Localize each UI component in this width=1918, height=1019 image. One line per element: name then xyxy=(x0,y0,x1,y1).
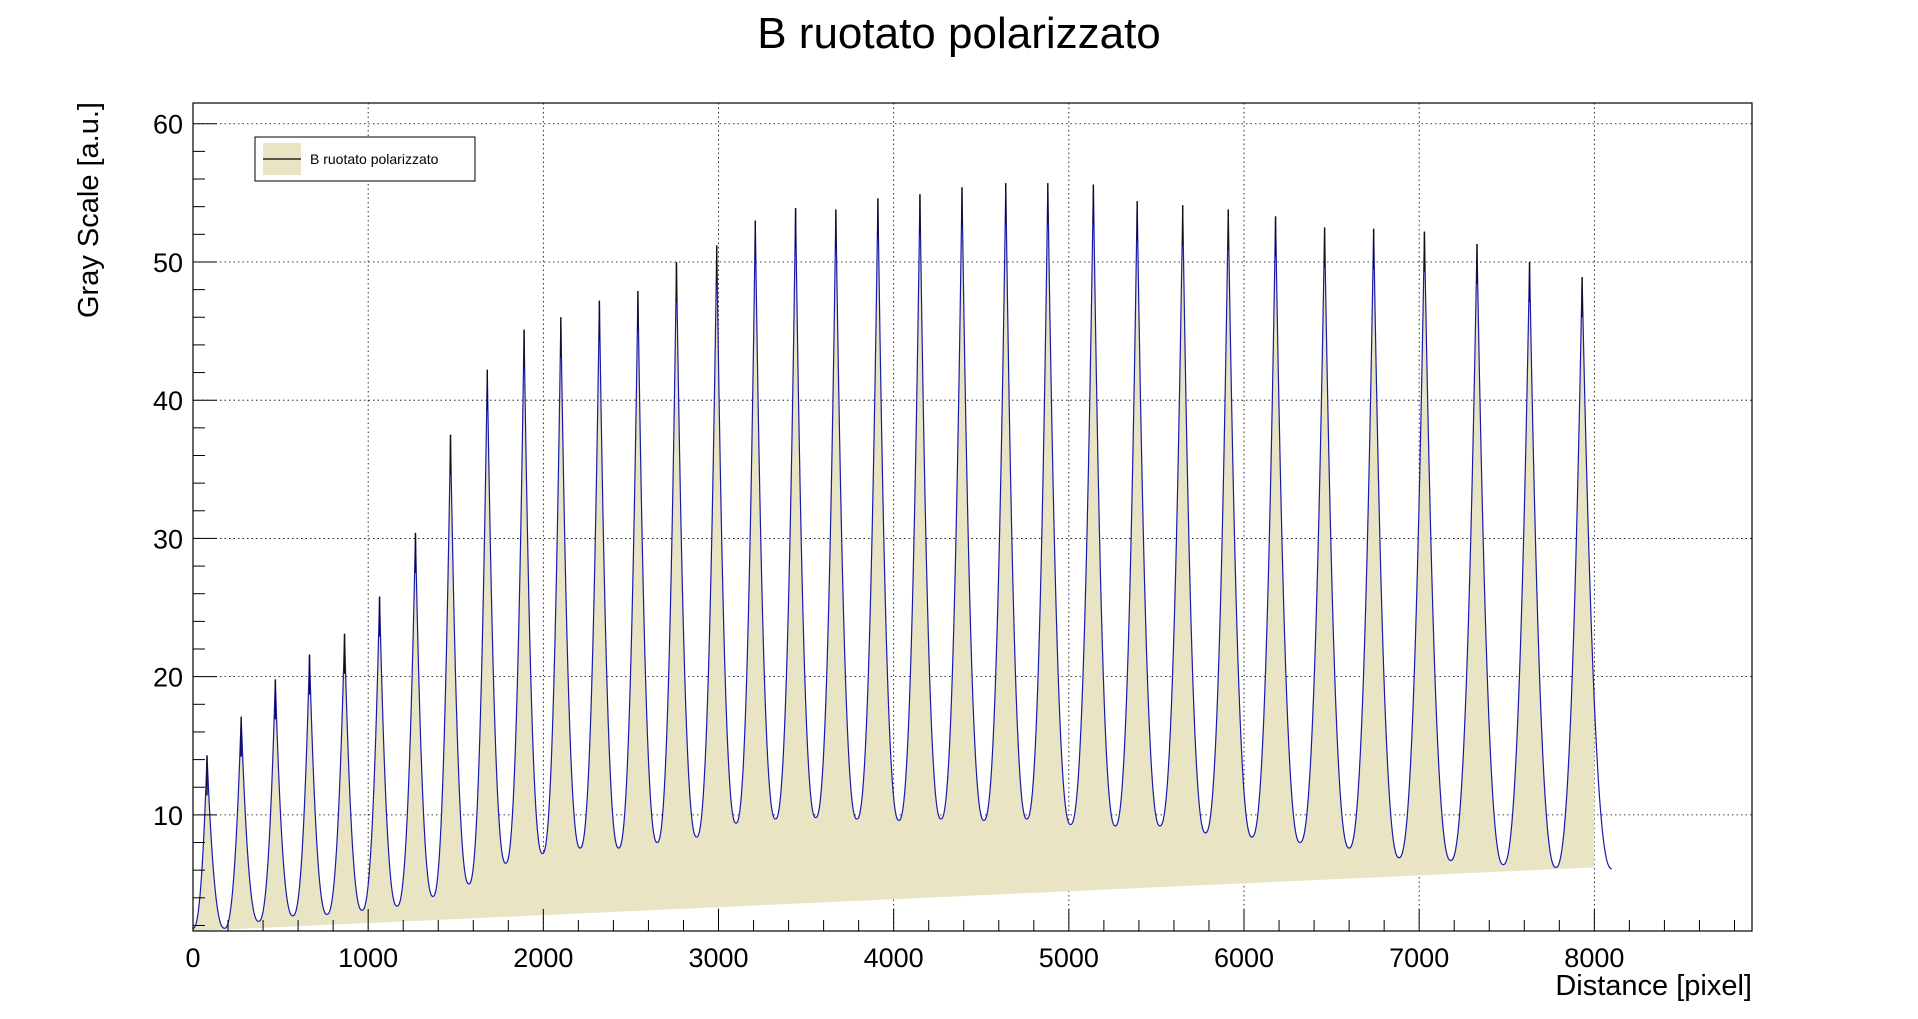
legend: B ruotato polarizzato xyxy=(254,136,476,182)
series-line xyxy=(192,183,1613,929)
x-tick-label: 3000 xyxy=(688,943,748,973)
axis-ticks xyxy=(192,123,1735,931)
x-tick-label: 6000 xyxy=(1214,943,1274,973)
x-axis-title: Distance [pixel] xyxy=(1555,970,1752,1002)
x-tick-label: 5000 xyxy=(1039,943,1099,973)
x-tick-label: 2000 xyxy=(513,943,573,973)
plot-border xyxy=(192,102,1753,932)
data-area xyxy=(192,183,1613,932)
x-tick-label: 1000 xyxy=(338,943,398,973)
x-tick-label: 4000 xyxy=(864,943,924,973)
x-tick-label: 0 xyxy=(185,943,200,973)
chart-title: B ruotato polarizzato xyxy=(757,9,1161,58)
plot-frame xyxy=(192,102,1753,932)
y-tick-label: 20 xyxy=(153,663,183,693)
y-tick-label: 10 xyxy=(153,801,183,831)
x-tick-label: 8000 xyxy=(1564,943,1624,973)
legend-label: B ruotato polarizzato xyxy=(310,151,439,167)
y-tick-label: 40 xyxy=(153,386,183,416)
axis-labels: 0 1000 2000 3000 4000 5000 6000 7000 8000 10 20 30 4… xyxy=(153,110,1624,973)
y-tick-label: 30 xyxy=(153,524,183,554)
y-tick-label: 60 xyxy=(153,110,183,140)
x-tick-label: 7000 xyxy=(1389,943,1449,973)
y-axis-title: Gray Scale [a.u.] xyxy=(73,102,105,318)
y-tick-label: 50 xyxy=(153,248,183,278)
series-fill xyxy=(193,183,1595,932)
